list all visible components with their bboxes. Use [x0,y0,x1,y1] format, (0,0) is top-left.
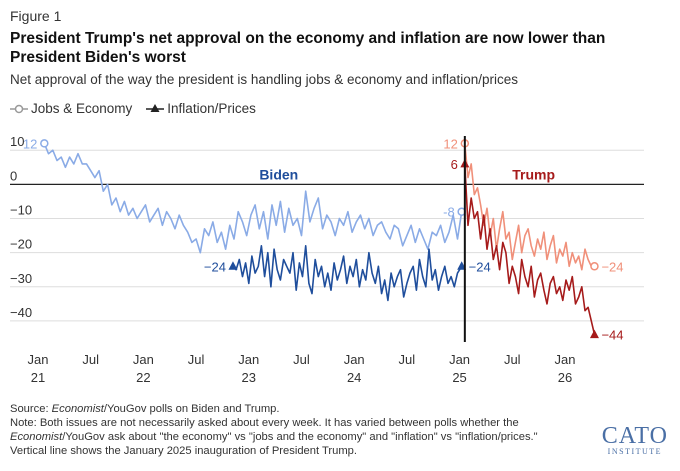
x-tick-label: Jan [554,352,575,367]
x-tick-year: 22 [136,370,150,385]
x-tick-label: Jul [504,352,521,367]
x-tick-label: Jan [238,352,259,367]
x-tick-year: 24 [347,370,361,385]
endpoint-triangle-marker [589,329,599,339]
legend-item-jobs: Jobs & Economy [10,101,132,116]
x-tick-label: Jan [133,352,154,367]
x-tick-label: Jul [293,352,310,367]
chart-title: President Trump's net approval on the ec… [10,30,606,66]
note-line-1: Note: Both issues are not necessarily as… [10,417,519,429]
series-line-trump-jobs [464,143,595,271]
y-tick-label: −10 [10,203,32,218]
x-tick-year: 21 [31,370,45,385]
legend-triangle-marker-icon [146,103,165,112]
data-label: 6 [451,157,458,172]
legend-label-inflation: Inflation/Prices [167,101,256,116]
x-tick-label: Jan [449,352,470,367]
chart-footer: Source: Economist/YouGov polls on Biden … [10,402,610,458]
legend-label-jobs: Jobs & Economy [31,101,133,116]
endpoint-circle-marker [40,139,49,148]
y-tick-label: −40 [10,305,32,320]
series-line-trump-inflation [464,163,596,335]
line-chart: 10 0 −10 −20 −30 −40 Jan 21 Jul Jan 22 Jul Jan 23 Jul J… [10,134,644,385]
data-label: −24 [204,259,226,274]
x-tick-label: Jan [28,352,49,367]
endpoint-triangle-marker [228,261,238,270]
chart-legend: Jobs & Economy Inflation/Prices [10,101,256,116]
period-label-biden: Biden [259,166,298,182]
y-tick-label: −30 [10,271,32,286]
y-tick-label: 0 [10,168,17,183]
source-note: Source: Economist/YouGov polls on Biden … [10,403,280,415]
chart-subtitle: Net approval of the way the president is… [10,72,519,87]
note-line-2: Economist/YouGov ask about "the economy"… [10,431,538,443]
y-tick-label: 10 [10,134,24,149]
cato-logo: CATO INSTITUTE [601,423,668,456]
x-tick-label: Jul [399,352,416,367]
data-label: 12 [443,136,457,151]
figure-label: Figure 1 [10,8,62,24]
data-label: 12 [23,136,37,151]
period-label-trump: Trump [512,166,555,182]
data-label: −24 [601,259,623,274]
y-tick-label: −20 [10,237,32,252]
series-line-biden-jobs [43,143,463,254]
note-line-3: Vertical line shows the January 2025 ina… [10,445,358,457]
series-line-biden-inflation [232,245,463,302]
data-label: -8 [443,205,455,220]
legend-circle-marker-icon [10,104,28,113]
x-tick-year: 25 [452,370,466,385]
x-tick-label: Jan [344,352,365,367]
legend-item-inflation: Inflation/Prices [146,101,256,116]
x-tick-year: 23 [242,370,256,385]
data-label: −44 [601,328,623,343]
x-tick-label: Jul [82,352,99,367]
x-tick-label: Jul [188,352,205,367]
data-label: −24 [469,259,491,274]
x-tick-year: 26 [558,370,572,385]
endpoint-circle-marker [590,262,599,271]
